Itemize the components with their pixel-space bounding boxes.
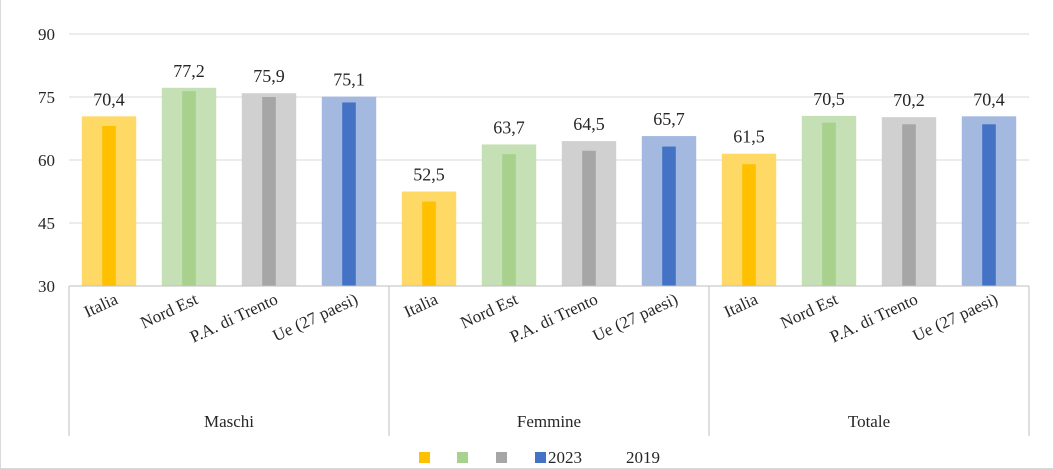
data-label: 61,5: [733, 127, 765, 147]
bar-2019: [582, 150, 596, 286]
bar-2019: [502, 154, 516, 286]
category-label: Italia: [721, 289, 761, 321]
data-label: 70,2: [893, 90, 925, 110]
bar-2019: [342, 102, 356, 287]
y-tick-label: 30: [38, 277, 55, 296]
legend-label-2019: 2019: [626, 448, 660, 467]
group-label: Totale: [848, 412, 890, 431]
category-label: P.A. di Trento: [187, 289, 281, 346]
data-label: 75,1: [333, 70, 365, 90]
bars: [81, 87, 1017, 287]
category-label: Italia: [401, 289, 441, 321]
group-label: Maschi: [204, 412, 254, 431]
data-label: 52,5: [413, 165, 445, 185]
data-label: 70,5: [813, 89, 845, 109]
category-label: P.A. di Trento: [507, 289, 601, 346]
bar-2019: [182, 91, 196, 287]
category-label: Ue (27 paesi): [590, 289, 681, 345]
bar-2019: [822, 122, 836, 287]
data-label: 70,4: [93, 89, 125, 109]
bar-2019: [902, 124, 916, 286]
category-label: Ue (27 paesi): [910, 289, 1001, 345]
bar-2019: [422, 201, 436, 286]
category-label: Nord Est: [137, 289, 200, 332]
bar-2019: [982, 124, 996, 286]
y-tick-label: 45: [38, 214, 55, 233]
legend: 2023 2019: [419, 448, 660, 467]
legend-swatch-nord-est: [457, 452, 468, 463]
data-labels: 70,4 77,2 75,9 75,1 52,5 63,7 64,5 65,7 61,5 70,5…: [93, 61, 1005, 185]
group-label: Femmine: [517, 412, 581, 431]
data-label: 70,4: [973, 89, 1005, 109]
data-label: 77,2: [173, 61, 205, 81]
category-label: Nord Est: [457, 289, 520, 332]
legend-label-2023: 2023: [548, 448, 582, 467]
category-label: P.A. di Trento: [827, 289, 921, 346]
bar-2019: [742, 164, 756, 286]
category-label: Ue (27 paesi): [270, 289, 361, 345]
data-label: 64,5: [573, 114, 605, 134]
bar-2019: [262, 97, 276, 286]
y-tick-label: 60: [38, 151, 55, 170]
category-label: Nord Est: [777, 289, 840, 332]
data-label: 65,7: [653, 109, 685, 129]
y-tick-label: 90: [38, 25, 55, 44]
legend-swatch-trento: [496, 452, 507, 463]
category-label: Italia: [81, 289, 121, 321]
bar-2019: [662, 146, 676, 286]
data-label: 75,9: [253, 66, 285, 86]
bar-2019: [102, 125, 116, 286]
legend-swatch-ue: [535, 452, 546, 463]
y-tick-label: 75: [38, 88, 55, 107]
y-axis-ticks: 30 45 60 75 90: [38, 25, 55, 296]
legend-swatch-italia: [419, 452, 430, 463]
data-label: 63,7: [493, 117, 525, 137]
